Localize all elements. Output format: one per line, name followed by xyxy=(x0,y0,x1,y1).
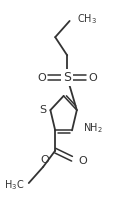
Text: O: O xyxy=(38,73,46,83)
Text: O: O xyxy=(40,155,49,165)
Text: CH$_3$: CH$_3$ xyxy=(77,12,97,26)
Text: H$_3$C: H$_3$C xyxy=(4,178,24,192)
Text: O: O xyxy=(78,156,87,166)
Text: O: O xyxy=(88,73,97,83)
Text: S: S xyxy=(39,105,46,115)
Text: NH$_2$: NH$_2$ xyxy=(83,121,103,135)
Text: S: S xyxy=(63,71,71,84)
